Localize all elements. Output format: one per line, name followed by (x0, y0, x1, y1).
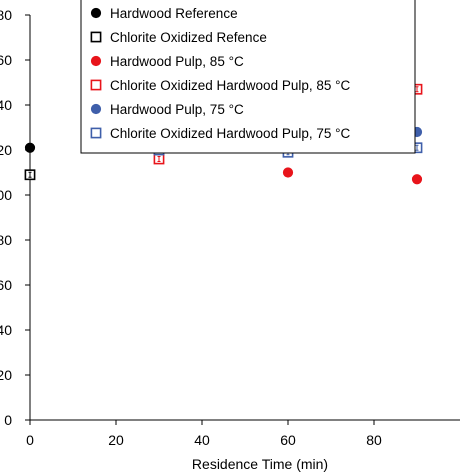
legend-marker (90, 7, 102, 19)
y-tick-label: 160 (0, 52, 12, 68)
legend-label: Chlorite Oxidized Hardwood Pulp, 85 °C (110, 78, 351, 93)
legend-marker (90, 79, 102, 91)
legend-label: Hardwood Reference (110, 6, 238, 21)
legend-entry: Hardwood Pulp, 75 °C (90, 102, 244, 117)
y-tick-label: 80 (0, 232, 12, 248)
y-tick-label: 140 (0, 97, 12, 113)
legend-marker (90, 31, 102, 43)
y-tick-label: 0 (4, 412, 12, 428)
legend: Hardwood Reference Chlorite Oxidized Refe… (80, 0, 416, 154)
legend-box (80, 0, 416, 154)
legend-entry: Hardwood Reference (90, 6, 238, 21)
y-tick-label: 180 (0, 7, 12, 23)
x-tick-label: 60 (280, 432, 296, 448)
x-tick-label: 40 (194, 432, 210, 448)
legend-marker (90, 103, 102, 115)
legend-entry: Hardwood Pulp, 85 °C (90, 54, 244, 69)
legend-label: Chlorite Oxidized Hardwood Pulp, 75 °C (110, 126, 351, 141)
legend-marker (90, 127, 102, 139)
y-tick-label: 100 (0, 187, 12, 203)
legend-label: Chlorite Oxidized Refence (110, 30, 267, 45)
legend-entry: Chlorite Oxidized Hardwood Pulp, 85 °C (90, 78, 351, 93)
x-axis-title: Residence Time (min) (192, 456, 328, 472)
y-tick-label: 40 (0, 322, 12, 338)
y-tick-label: 120 (0, 142, 12, 158)
x-tick-label: 20 (108, 432, 124, 448)
data-point (282, 167, 294, 178)
y-tick-label: 20 (0, 367, 12, 383)
data-point (411, 174, 423, 185)
y-tick-label: 60 (0, 277, 12, 293)
legend-entry: Chlorite Oxidized Refence (90, 30, 267, 45)
legend-entry: Chlorite Oxidized Hardwood Pulp, 75 °C (90, 126, 351, 141)
x-tick-label: 0 (26, 432, 34, 448)
legend-label: Hardwood Pulp, 75 °C (110, 102, 244, 117)
x-tick-label: 80 (366, 432, 382, 448)
legend-label: Hardwood Pulp, 85 °C (110, 54, 244, 69)
data-point (24, 142, 36, 153)
legend-marker (90, 55, 102, 67)
